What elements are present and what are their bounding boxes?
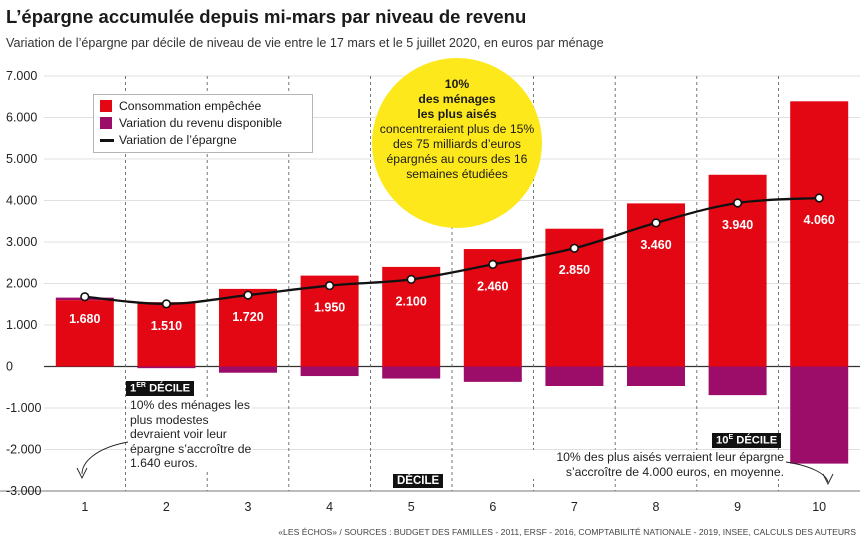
y-tick-label: 4.000 (6, 194, 37, 208)
y-tick-label: -1.000 (6, 401, 41, 415)
last-decile-arrow (785, 461, 829, 483)
legend-item-consumption: Consommation empêchée (100, 99, 261, 113)
bubble-line-3: les plus aisés (417, 107, 497, 121)
y-tick-label: 1.000 (6, 318, 37, 332)
legend-label-savings: Variation de l’épargne (119, 133, 237, 147)
savings-point (732, 198, 743, 208)
bar-income (382, 366, 441, 379)
data-label: 2.100 (396, 294, 427, 308)
chart-subtitle: Variation de l’épargne par décile de niv… (6, 36, 604, 50)
data-label: 1.720 (232, 310, 263, 324)
legend-swatch-consumption (100, 100, 112, 112)
bar-consumption (219, 288, 277, 367)
first-decile-tag-sup: ER (136, 382, 146, 389)
first-decile-arrowhead (76, 467, 88, 480)
data-label: 1.510 (151, 319, 182, 333)
bar-income (300, 366, 359, 377)
x-tick-label: 5 (408, 500, 415, 514)
savings-point (80, 292, 90, 302)
x-tick-label: 10 (812, 500, 826, 514)
last-decile-tag-sup: E (728, 434, 734, 441)
y-tick-label: 3.000 (6, 235, 37, 249)
last-decile-arrowhead (822, 473, 834, 486)
last-decile-tag-num: 10 (716, 434, 729, 447)
x-tick-label: 1 (81, 500, 88, 514)
bar-consumption (55, 300, 114, 367)
bar-income (708, 366, 767, 396)
chart-title: L’épargne accumulée depuis mi-mars par n… (6, 6, 527, 27)
y-tick-label: -2.000 (6, 443, 41, 457)
last-decile-note: 10% des plus aisés verraient leur épargn… (526, 450, 784, 480)
data-label: 1.950 (314, 301, 345, 315)
first-decile-note: 10% des ménages les plus modestes devrai… (130, 398, 252, 471)
bars (55, 101, 849, 464)
axes: 7.000 6.000 5.000 4.000 3.000 2.000 1.000 0 -1.0… (6, 69, 826, 514)
legend-item-savings: Variation de l’épargne (100, 133, 237, 147)
y-tick-label: -3.000 (6, 484, 41, 498)
x-tick-label: 4 (326, 500, 333, 514)
y-tick-label: 2.000 (6, 277, 37, 291)
savings-point (406, 274, 416, 284)
savings-point (325, 280, 335, 291)
first-decile-tag-num: 1 (130, 382, 137, 395)
x-tick-label: 8 (653, 500, 660, 514)
data-label: 3.460 (640, 238, 671, 252)
first-decile-tag: 1ER DÉCILE (126, 381, 195, 396)
x-axis-title: DÉCILE (393, 474, 444, 488)
savings-line (84, 196, 820, 305)
last-decile-tag: 10E DÉCILE (712, 433, 782, 448)
source-note: «LES ÉCHOS» / SOURCES : BUDGET DES FAMIL… (278, 527, 856, 537)
bar-income (463, 366, 522, 382)
savings-point (488, 259, 498, 270)
savings-point (651, 218, 661, 228)
savings-point (161, 299, 171, 309)
bar-income (627, 366, 685, 387)
x-tick-label: 6 (489, 500, 496, 514)
data-label: 4.060 (804, 213, 835, 227)
savings-point (243, 290, 253, 300)
bar-consumption (790, 101, 849, 367)
x-tick-label: 7 (571, 500, 578, 514)
y-tick-label: 0 (6, 360, 13, 374)
first-decile-tag-word: DÉCILE (149, 382, 191, 395)
legend-swatch-income (100, 117, 112, 129)
legend-item-income: Variation du revenu disponible (100, 116, 282, 130)
bar-income (545, 366, 604, 387)
data-label: 2.460 (477, 279, 508, 293)
savings-point (814, 193, 824, 203)
last-decile-tag-word: DÉCILE (736, 434, 778, 447)
legend-label-consumption: Consommation empêchée (119, 99, 262, 113)
savings-line-layer (80, 193, 824, 309)
y-tick-label: 6.000 (6, 111, 37, 125)
x-tick-label: 9 (734, 500, 741, 514)
annotation-arrows (76, 441, 834, 486)
bar-consumption (300, 275, 359, 367)
bar-income (790, 366, 849, 464)
bubble-line-1: 10% (444, 77, 470, 91)
legend-line-savings (100, 138, 114, 142)
bar-income (137, 366, 196, 369)
bubble-line-2: des ménages (418, 92, 496, 106)
bar-consumption (627, 203, 685, 367)
x-tick-label: 2 (163, 500, 170, 514)
highlight-bubble: 10% des ménages les plus aisés concentre… (372, 58, 542, 228)
first-decile-arrow (81, 441, 129, 475)
bar-consumption (137, 302, 196, 367)
y-tick-label: 7.000 (6, 69, 37, 83)
data-labels: 1.680 1.510 1.720 1.950 2.100 2.460 2.850 3.460… (69, 213, 835, 333)
y-tick-label: 5.000 (6, 152, 37, 166)
legend-label-income: Variation du revenu disponible (119, 116, 283, 130)
savings-point (569, 243, 580, 253)
legend: Consommation empêchée Variation du reven… (93, 94, 313, 153)
x-tick-label: 3 (245, 500, 252, 514)
data-label: 2.850 (559, 263, 590, 277)
data-label: 3.940 (722, 218, 753, 232)
bubble-line-4: concentreraient plus de 15% des 75 milli… (379, 122, 535, 181)
data-label: 1.680 (69, 312, 100, 326)
bar-income (219, 366, 277, 373)
